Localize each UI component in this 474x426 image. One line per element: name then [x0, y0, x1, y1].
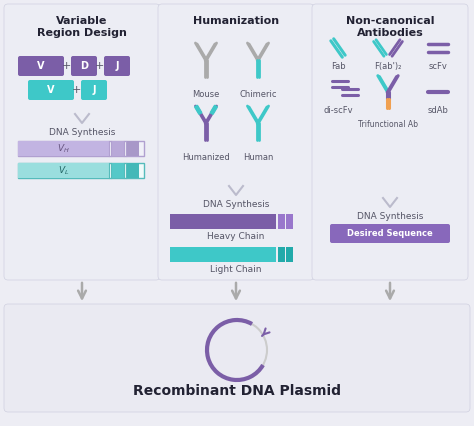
Text: Non-canonical
Antibodies: Non-canonical Antibodies [346, 16, 434, 37]
FancyBboxPatch shape [330, 224, 450, 243]
Text: V: V [47, 85, 55, 95]
Text: Recombinant DNA Plasmid: Recombinant DNA Plasmid [133, 384, 341, 398]
FancyBboxPatch shape [71, 56, 97, 76]
Text: $V_L$: $V_L$ [58, 164, 69, 177]
Text: Variable
Region Design: Variable Region Design [37, 16, 127, 37]
Bar [18, 141, 144, 156]
Bar [111, 163, 124, 178]
Bar [170, 214, 275, 229]
Text: Desired Sequence: Desired Sequence [347, 229, 433, 238]
Bar [18, 163, 144, 178]
Bar [127, 141, 139, 156]
Bar [111, 141, 124, 156]
FancyBboxPatch shape [4, 304, 470, 412]
Text: DNA Synthesis: DNA Synthesis [49, 128, 115, 137]
Text: +: + [71, 85, 81, 95]
Text: Chimeric: Chimeric [239, 90, 277, 99]
Text: +: + [94, 61, 104, 71]
FancyBboxPatch shape [4, 4, 160, 280]
Bar [278, 214, 285, 229]
FancyBboxPatch shape [104, 56, 130, 76]
Text: di-scFv: di-scFv [323, 106, 353, 115]
Text: DNA Synthesis: DNA Synthesis [357, 212, 423, 221]
Bar [127, 163, 139, 178]
Text: Humanization: Humanization [193, 16, 279, 26]
Text: D: D [80, 61, 88, 71]
Text: $V_H$: $V_H$ [57, 142, 70, 155]
FancyBboxPatch shape [81, 80, 107, 100]
FancyBboxPatch shape [18, 56, 64, 76]
Text: Fab: Fab [331, 62, 346, 71]
Text: J: J [115, 61, 119, 71]
FancyBboxPatch shape [312, 4, 468, 280]
FancyBboxPatch shape [158, 4, 314, 280]
Text: V: V [37, 61, 45, 71]
Text: DNA Synthesis: DNA Synthesis [203, 200, 269, 209]
Text: Human: Human [243, 153, 273, 162]
Bar [18, 141, 109, 156]
FancyBboxPatch shape [28, 80, 74, 100]
Text: Mouse: Mouse [192, 90, 219, 99]
Bar [18, 163, 109, 178]
Text: Light Chain: Light Chain [210, 265, 262, 274]
Text: Trifunctional Ab: Trifunctional Ab [358, 120, 418, 129]
Bar [286, 214, 293, 229]
Text: Humanized: Humanized [182, 153, 230, 162]
Text: sdAb: sdAb [428, 106, 448, 115]
Text: F(ab')₂: F(ab')₂ [374, 62, 401, 71]
Text: J: J [92, 85, 96, 95]
Bar [170, 247, 275, 262]
Text: scFv: scFv [428, 62, 447, 71]
Bar [278, 247, 285, 262]
Bar [286, 247, 293, 262]
Text: Heavy Chain: Heavy Chain [207, 232, 264, 241]
Text: +: + [61, 61, 71, 71]
